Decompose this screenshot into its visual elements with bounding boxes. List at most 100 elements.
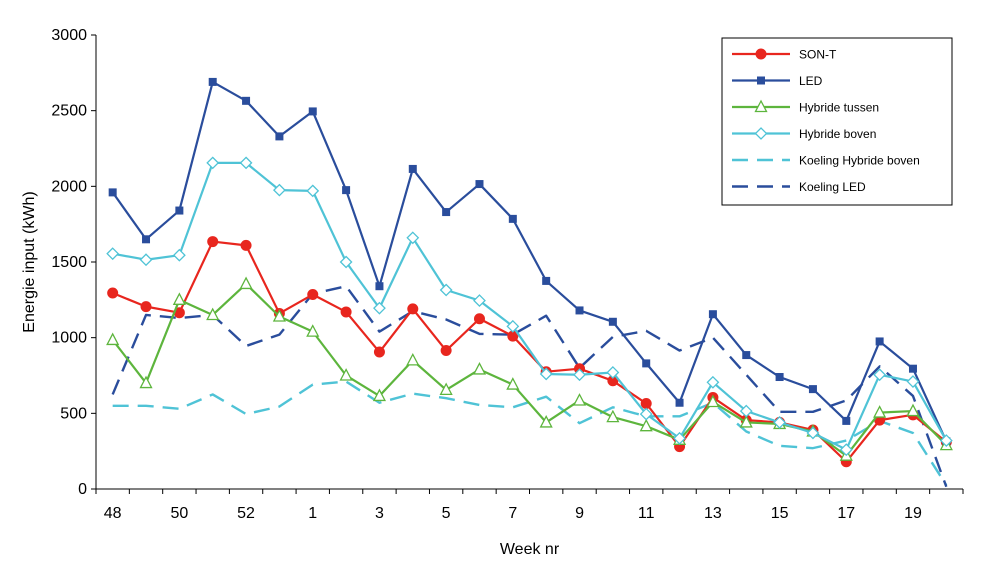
data-point [906,375,920,388]
y-tick-label: 1500 [51,254,87,271]
data-point [139,375,153,389]
data-point [442,208,451,217]
data-point [373,301,386,315]
data-point [440,345,452,357]
data-point [272,309,286,322]
legend-label: SON-T [799,48,837,62]
data-point [473,294,486,308]
data-point [373,346,385,358]
x-tick-label: 5 [442,505,451,522]
data-point [306,184,320,198]
legend-label: Hybride tussen [799,101,879,115]
x-tick-label: 50 [170,505,188,522]
data-point [206,156,220,170]
data-point [572,393,587,406]
data-point [239,276,253,290]
series-koeling-led [111,285,948,488]
data-point [875,337,884,346]
data-point [508,214,517,223]
data-point [575,306,584,315]
data-point [839,443,853,457]
data-point [208,77,217,86]
data-point [407,303,419,315]
data-point [107,287,119,299]
data-point [873,368,887,382]
series-line [111,282,948,457]
data-point [775,373,784,382]
data-point [608,317,617,326]
series-koeling-hybride-boven [112,380,948,486]
legend-marker [757,76,765,85]
data-point [939,434,953,447]
data-point [642,359,651,368]
data-point [106,332,120,346]
data-point [473,313,485,325]
data-point [640,397,652,409]
data-point [172,292,186,305]
data-point [673,431,686,445]
data-point [542,276,551,285]
data-point [606,409,620,423]
data-point [439,283,453,297]
legend-item: Hybride tussen [732,99,879,115]
data-point [539,415,553,428]
data-point [472,362,487,375]
x-tick-label: 15 [771,505,789,522]
data-point [142,235,151,244]
data-point [108,188,117,197]
data-point [439,382,453,396]
series-line [111,80,948,442]
data-point [240,239,252,251]
series-line [111,285,948,488]
data-point [506,319,520,333]
data-point [539,367,553,381]
data-point [272,183,286,197]
data-point [873,405,887,418]
legend-marker [755,48,767,60]
data-point [406,231,420,245]
legend-marker [754,127,768,140]
data-point [639,418,653,432]
x-tick-label: 1 [308,505,317,522]
data-point [842,416,851,425]
data-point [606,366,620,379]
x-axis-label: Week nr [500,541,560,558]
legend-item: SON-T [732,48,837,62]
data-point [339,255,353,269]
data-point [906,403,920,417]
data-point [308,107,317,116]
data-point [808,385,817,394]
y-tick-label: 500 [60,405,87,422]
data-point [342,186,351,195]
legend-item: Koeling Hybride boven [732,154,920,168]
series-hybride-boven [106,156,953,457]
x-tick-label: 48 [104,505,122,522]
legend-item: Hybride boven [732,127,876,141]
data-point [706,375,720,389]
data-point [207,236,219,248]
data-point [773,415,787,429]
data-point [708,310,717,319]
legend-label: Hybride boven [799,127,876,141]
legend-box [721,37,953,206]
y-tick-label: 2000 [51,178,87,195]
data-point [475,180,484,189]
data-point [375,282,384,291]
data-point [806,426,820,440]
data-point [106,247,120,261]
data-point [139,253,153,267]
x-tick-label: 7 [508,505,517,522]
x-tick-label: 19 [904,505,922,522]
data-point [175,206,184,215]
legend-label: Koeling Hybride boven [799,154,920,168]
series-led [108,77,951,446]
x-tick-label: 52 [237,505,255,522]
data-point [406,352,420,366]
data-point [739,404,753,418]
legend-marker [754,99,768,113]
x-tick-label: 11 [638,505,655,522]
x-tick-label: 17 [837,505,855,522]
data-point [506,377,520,390]
